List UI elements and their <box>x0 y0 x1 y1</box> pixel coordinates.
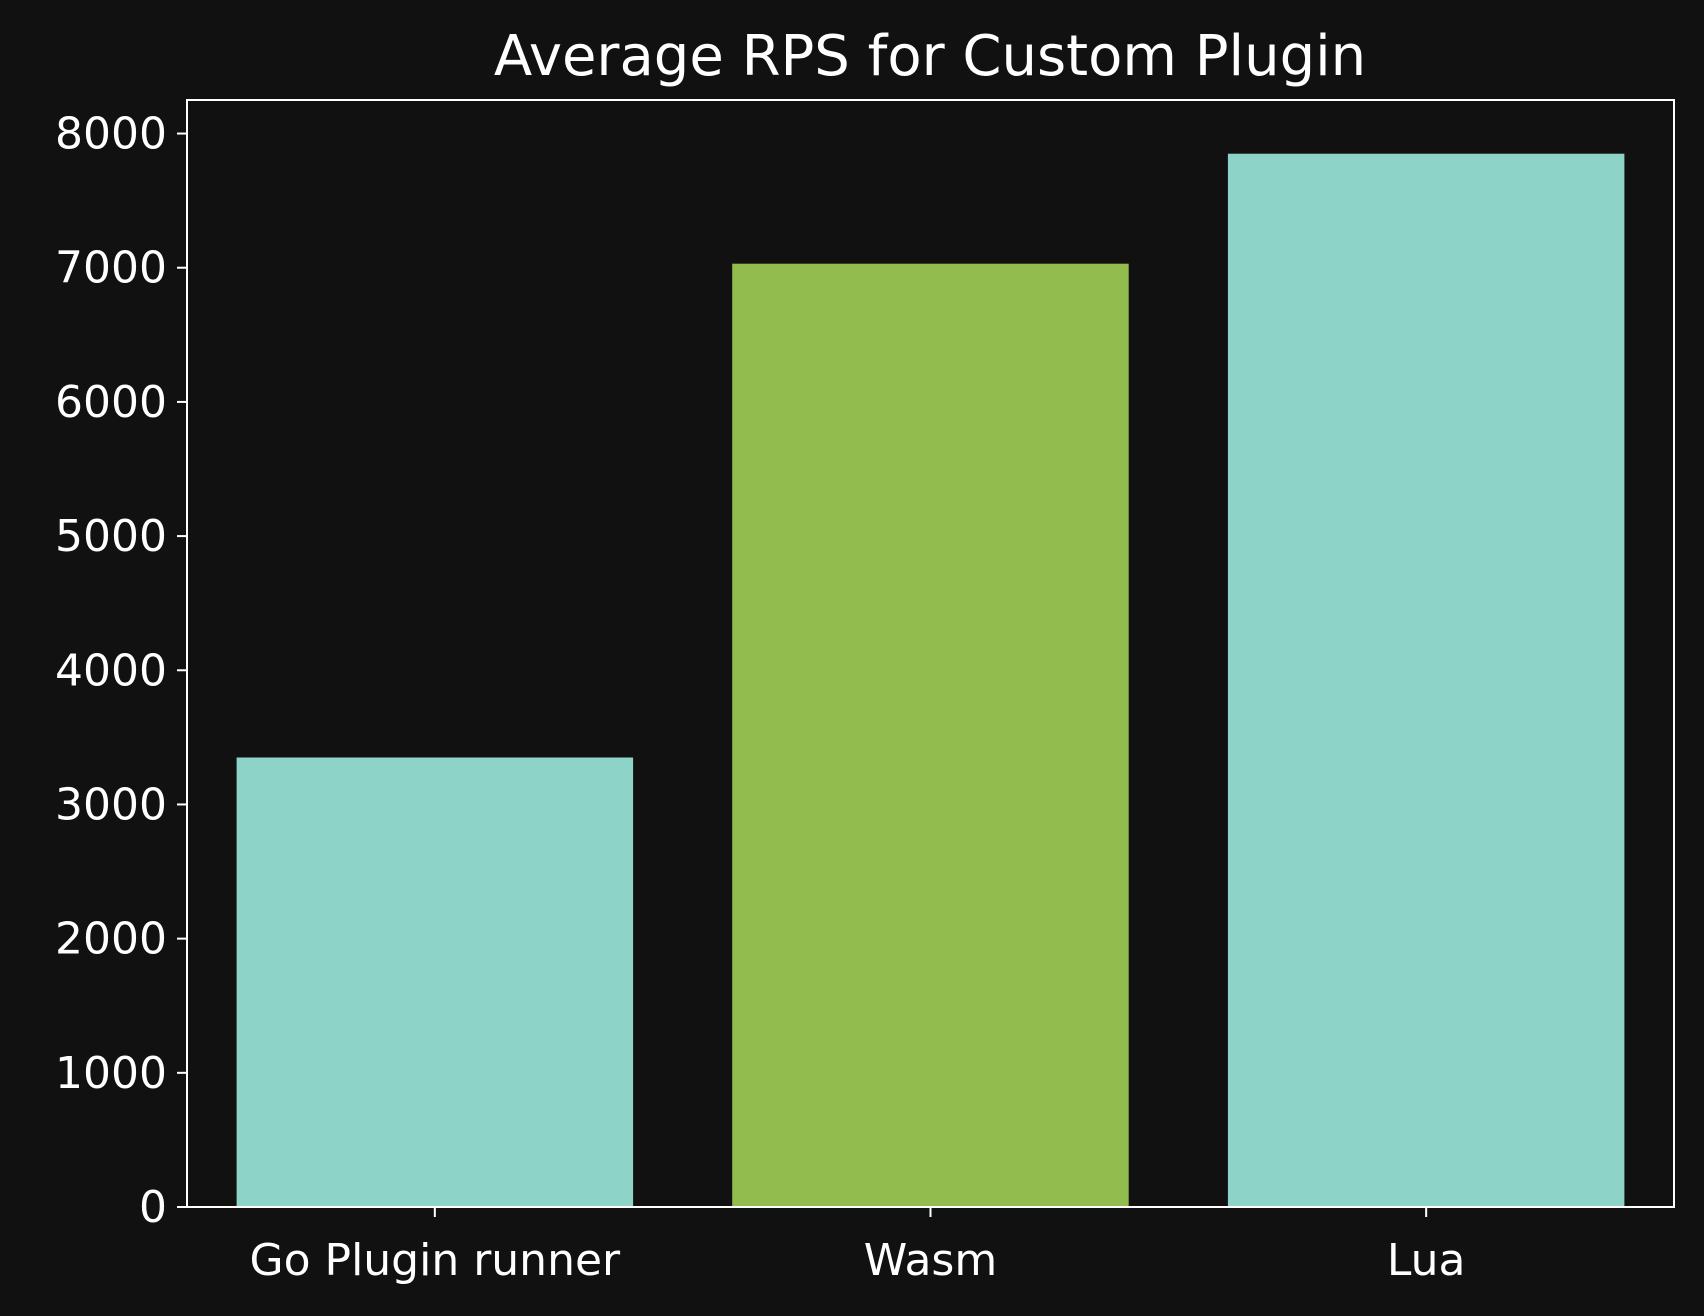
y-tick-label: 4000 <box>55 645 167 696</box>
plot-frame <box>186 99 1675 1208</box>
bar-go-plugin-runner <box>236 757 634 1207</box>
y-tick-label: 6000 <box>55 377 167 428</box>
chart-title: Average RPS for Custom Plugin <box>494 24 1366 89</box>
bars-group <box>236 153 1625 1208</box>
bar-wasm <box>732 263 1129 1207</box>
x-axis-ticks: Go Plugin runner Wasm Lua <box>250 1207 1466 1286</box>
y-tick-label: 2000 <box>55 914 167 965</box>
bar-lua <box>1227 153 1625 1208</box>
x-tick-label: Lua <box>1387 1235 1466 1286</box>
x-tick-label: Go Plugin runner <box>250 1235 621 1286</box>
y-tick-label: 7000 <box>55 243 167 294</box>
y-tick-label: 3000 <box>55 779 167 830</box>
y-tick-label: 5000 <box>55 511 167 562</box>
x-tick-label: Wasm <box>864 1235 997 1286</box>
y-axis-ticks: 0 1000 2000 3000 4000 5000 6000 7000 8000 <box>55 109 187 1233</box>
y-tick-label: 8000 <box>55 109 167 160</box>
y-tick-label: 0 <box>139 1182 167 1233</box>
y-tick-label: 1000 <box>55 1048 167 1099</box>
